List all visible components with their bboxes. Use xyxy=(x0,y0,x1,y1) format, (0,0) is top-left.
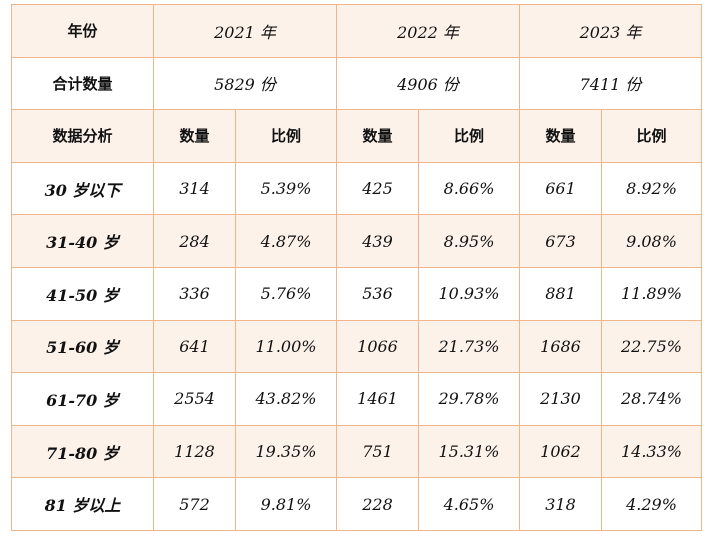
count-2022-cell: 439 xyxy=(336,214,419,268)
count-2022-cell: 1461 xyxy=(336,372,419,426)
year-header-row: 年份 2021 年 2022 年 2023 年 xyxy=(11,4,702,58)
count-2023-cell: 318 xyxy=(519,477,602,531)
count-2023-cell: 1062 xyxy=(519,424,602,479)
ratio-2023-cell: 11.89% xyxy=(601,266,702,321)
count-2021-cell: 641 xyxy=(153,319,236,374)
count-2022-cell: 536 xyxy=(336,266,419,321)
age-group-cell: 30 岁以下 xyxy=(11,161,154,216)
count-2022-cell: 228 xyxy=(336,477,419,531)
ratio-2021-cell: 43.82% xyxy=(235,372,337,426)
ratio-2023-cell: 22.75% xyxy=(601,319,702,374)
year-2022-header: 2022 年 xyxy=(336,4,520,58)
analysis-label-cell: 数据分析 xyxy=(11,109,154,163)
year-2021-header: 2021 年 xyxy=(153,4,337,58)
ratio-2022-cell: 4.65% xyxy=(418,477,520,531)
table-row: 31-40 岁 284 4.87% 439 8.95% 673 9.08% xyxy=(11,214,702,268)
ratio-2023-cell: 9.08% xyxy=(601,214,702,268)
ratio-2021-cell: 4.87% xyxy=(235,214,337,268)
count-2022-cell: 751 xyxy=(336,424,419,479)
count-2021-cell: 284 xyxy=(153,214,236,268)
ratio-2023-cell: 8.92% xyxy=(601,161,702,216)
ratio-2021-cell: 19.35% xyxy=(235,424,337,479)
count-2021-cell: 314 xyxy=(153,161,236,216)
count-2022-cell: 1066 xyxy=(336,319,419,374)
totals-row: 合计数量 5829 份 4906 份 7411 份 xyxy=(11,56,702,111)
ratio-2021-cell: 9.81% xyxy=(235,477,337,531)
ratio-2021-cell: 11.00% xyxy=(235,319,337,374)
ratio-2022-cell: 8.95% xyxy=(418,214,520,268)
table-row: 71-80 岁 1128 19.35% 751 15.31% 1062 14.3… xyxy=(11,424,702,479)
count-2021-cell: 2554 xyxy=(153,372,236,426)
table-row: 61-70 岁 2554 43.82% 1461 29.78% 2130 28.… xyxy=(11,372,702,426)
count-2021-cell: 336 xyxy=(153,266,236,321)
subheader-row: 数据分析 数量 比例 数量 比例 数量 比例 xyxy=(11,109,702,163)
age-group-cell: 41-50 岁 xyxy=(11,266,154,321)
table-row: 81 岁以上 572 9.81% 228 4.65% 318 4.29% xyxy=(11,477,702,531)
year-label-cell: 年份 xyxy=(11,4,154,58)
year-2023-header: 2023 年 xyxy=(519,4,702,58)
age-group-cell: 31-40 岁 xyxy=(11,214,154,268)
table-row: 41-50 岁 336 5.76% 536 10.93% 881 11.89% xyxy=(11,266,702,321)
count-2023-cell: 661 xyxy=(519,161,602,216)
ratio-header-2023: 比例 xyxy=(601,109,702,163)
ratio-2023-cell: 4.29% xyxy=(601,477,702,531)
count-2023-cell: 881 xyxy=(519,266,602,321)
table-row: 51-60 岁 641 11.00% 1066 21.73% 1686 22.7… xyxy=(11,319,702,374)
table-row: 30 岁以下 314 5.39% 425 8.66% 661 8.92% xyxy=(11,161,702,216)
ratio-2021-cell: 5.76% xyxy=(235,266,337,321)
count-2021-cell: 572 xyxy=(153,477,236,531)
ratio-header-2022: 比例 xyxy=(418,109,520,163)
ratio-2023-cell: 28.74% xyxy=(601,372,702,426)
count-2023-cell: 1686 xyxy=(519,319,602,374)
ratio-2021-cell: 5.39% xyxy=(235,161,337,216)
ratio-2022-cell: 15.31% xyxy=(418,424,520,479)
total-2022-cell: 4906 份 xyxy=(336,56,520,111)
ratio-2022-cell: 10.93% xyxy=(418,266,520,321)
ratio-2023-cell: 14.33% xyxy=(601,424,702,479)
age-group-cell: 51-60 岁 xyxy=(11,319,154,374)
total-2023-cell: 7411 份 xyxy=(519,56,702,111)
ratio-header-2021: 比例 xyxy=(235,109,337,163)
ratio-2022-cell: 21.73% xyxy=(418,319,520,374)
count-header-2021: 数量 xyxy=(153,109,236,163)
count-2023-cell: 673 xyxy=(519,214,602,268)
ratio-2022-cell: 8.66% xyxy=(418,161,520,216)
total-2021-cell: 5829 份 xyxy=(153,56,337,111)
count-2023-cell: 2130 xyxy=(519,372,602,426)
age-group-cell: 81 岁以上 xyxy=(11,477,154,531)
ratio-2022-cell: 29.78% xyxy=(418,372,520,426)
count-2022-cell: 425 xyxy=(336,161,419,216)
age-group-cell: 61-70 岁 xyxy=(11,372,154,426)
count-2021-cell: 1128 xyxy=(153,424,236,479)
count-header-2022: 数量 xyxy=(336,109,419,163)
count-header-2023: 数量 xyxy=(519,109,602,163)
totals-label-cell: 合计数量 xyxy=(11,56,154,111)
age-group-cell: 71-80 岁 xyxy=(11,424,154,479)
age-distribution-table: 年份 2021 年 2022 年 2023 年 合计数量 5829 份 4906… xyxy=(11,4,702,531)
